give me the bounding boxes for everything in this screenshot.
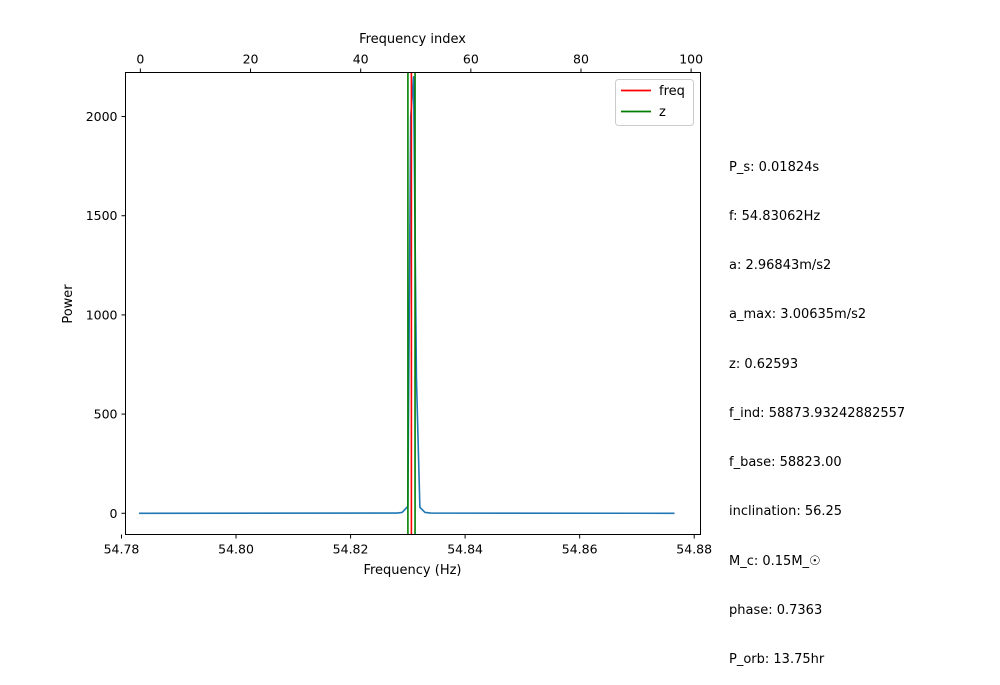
info-line-inclination: inclination: 56.25 bbox=[729, 504, 843, 520]
vline-layer bbox=[407, 72, 416, 535]
x-axis-title: Frequency (Hz) bbox=[363, 563, 461, 578]
x-tick-label: 54.80 bbox=[218, 542, 254, 557]
info-line-p-s: P_s: 0.01824s bbox=[729, 159, 820, 175]
info-line-f: f: 54.83062Hz bbox=[729, 209, 821, 225]
top-x-tick-label: 80 bbox=[573, 52, 589, 67]
series-line-0 bbox=[139, 76, 675, 515]
info-line-a: a: 2.96843m/s2 bbox=[729, 258, 832, 274]
info-line-phase: phase: 0.7363 bbox=[729, 602, 823, 618]
top-x-axis-title: Frequency index bbox=[359, 32, 466, 47]
plot-frame bbox=[125, 72, 701, 535]
top-x-tick-label: 100 bbox=[679, 52, 703, 67]
top-x-tick-label: 20 bbox=[243, 52, 259, 67]
info-line-f-base: f_base: 58823.00 bbox=[729, 455, 842, 471]
legend-label-z: z bbox=[659, 105, 666, 120]
series-layer bbox=[139, 76, 675, 515]
y-tick-label: 500 bbox=[94, 407, 118, 422]
x-tick-label: 54.88 bbox=[676, 542, 712, 557]
y-axis: 0 500 1000 1500 2000 bbox=[86, 109, 126, 521]
bottom-x-axis: 54.78 54.80 54.82 54.84 54.86 54.88 bbox=[104, 534, 712, 557]
x-tick-label: 54.78 bbox=[104, 542, 140, 557]
y-axis-title: Power bbox=[61, 284, 76, 324]
chart: 54.78 54.80 54.82 54.84 54.86 54.88 0 20 40 60 80… bbox=[61, 32, 712, 578]
x-tick-label: 54.84 bbox=[447, 542, 483, 557]
y-tick-label: 1000 bbox=[86, 307, 118, 322]
top-x-tick-label: 40 bbox=[353, 52, 369, 67]
info-line-a-max: a_max: 3.00635m/s2 bbox=[729, 307, 867, 323]
info-line-m-c: M_c: 0.15M_☉ bbox=[729, 553, 821, 569]
info-line-f-ind: f_ind: 58873.93242882557 bbox=[729, 405, 906, 421]
info-panel: P_s: 0.01824s f: 54.83062Hz a: 2.96843m/… bbox=[729, 127, 905, 685]
y-tick-label: 0 bbox=[110, 506, 118, 521]
legend-label-freq: freq bbox=[659, 84, 685, 99]
top-x-tick-label: 60 bbox=[463, 52, 479, 67]
y-tick-label: 1500 bbox=[86, 208, 118, 223]
info-line-p-orb: P_orb: 13.75hr bbox=[729, 652, 825, 667]
y-tick-label: 2000 bbox=[86, 109, 118, 124]
x-tick-label: 54.82 bbox=[333, 542, 369, 557]
info-line-z: z: 0.62593 bbox=[729, 356, 799, 372]
legend: freq z bbox=[615, 79, 694, 126]
top-x-tick-label: 0 bbox=[136, 52, 144, 67]
top-x-axis: 0 20 40 60 80 100 bbox=[136, 52, 703, 73]
x-tick-label: 54.86 bbox=[562, 542, 598, 557]
